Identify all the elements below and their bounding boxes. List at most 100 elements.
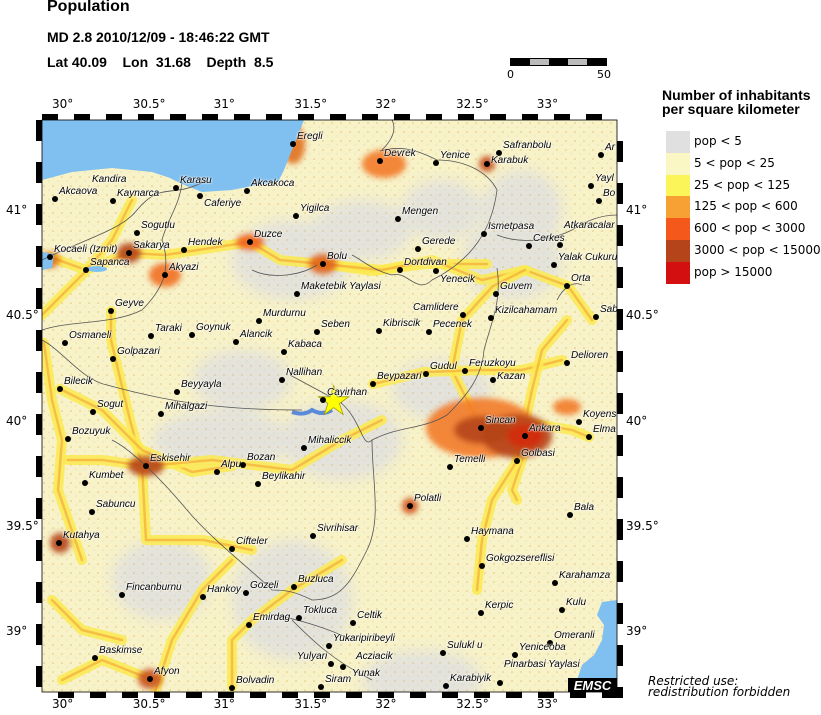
population-map[interactable]: Eregli Akcaova Kandira Kaynarca Karasu Caferi… [42, 120, 617, 692]
city-label: Gokgozsereflisi [486, 553, 555, 564]
city-marker [134, 230, 140, 236]
city-marker [189, 332, 195, 338]
city-label: Polatli [414, 493, 442, 504]
urban-area [553, 399, 581, 415]
city-label: Beylikahir [262, 471, 306, 482]
bottom-lon-label: 30.5° [132, 697, 166, 711]
city-marker [181, 247, 187, 253]
city-label: Sogutlu [141, 220, 175, 231]
city-marker [478, 425, 484, 431]
scale-bar-start: 0 [507, 68, 514, 81]
city-label: Hankoy [207, 584, 241, 595]
city-label: Bolu [327, 251, 348, 262]
city-label: Bo [603, 188, 616, 199]
city-marker [320, 261, 326, 267]
legend-title-line1: Number of inhabitants [662, 87, 811, 103]
city-label: Sivrihisar [317, 523, 359, 534]
city-label: Caferiye [204, 198, 242, 209]
city-label: Geyve [115, 298, 144, 309]
city-marker [340, 664, 346, 670]
map-title: Population [47, 0, 130, 15]
city-marker [148, 333, 154, 339]
city-label: Gudul [430, 361, 457, 372]
city-label: Fincanburnu [126, 582, 182, 593]
city-marker [493, 291, 499, 297]
city-marker [320, 397, 326, 403]
bottom-lon-label: 32° [375, 697, 397, 711]
city-label: Yukaripiribeyli [333, 633, 395, 644]
city-marker [229, 546, 235, 552]
legend-swatch [666, 196, 690, 219]
city-label: Ar [605, 142, 615, 153]
city-label: Camlidere [413, 302, 459, 313]
city-marker [433, 160, 439, 166]
emsc-logo: EMSC [568, 678, 617, 692]
city-marker [481, 231, 487, 237]
city-marker [440, 650, 446, 656]
legend-label: 5 < pop < 25 [694, 155, 775, 170]
city-marker [564, 283, 570, 289]
city-marker [301, 445, 307, 451]
city-label: Akcaova [59, 186, 98, 197]
usage-notice: Restricted use: redistribution forbidden [648, 675, 790, 698]
city-label: Sogut [97, 399, 124, 410]
legend-swatch [666, 174, 690, 197]
city-marker [586, 434, 592, 440]
city-marker [314, 329, 320, 335]
city-marker [229, 685, 235, 691]
event-info: MD 2.8 2010/12/09 - 18:46:22 GMT [47, 29, 270, 45]
city-marker [197, 193, 203, 199]
city-label: Kandira [92, 174, 127, 185]
city-label: Gerede [422, 236, 456, 247]
city-marker [281, 349, 287, 355]
city-label: Eskisehir [150, 453, 191, 464]
city-label: Alancik [240, 329, 273, 340]
city-marker [158, 411, 164, 417]
city-label: Tokluca [303, 605, 338, 616]
city-marker [551, 262, 557, 268]
city-label: Beypazari [377, 371, 422, 382]
city-marker [56, 540, 62, 546]
city-label: Acziacik [356, 651, 393, 662]
legend-swatch [666, 240, 690, 262]
city-label: Cifteler [236, 536, 268, 547]
city-label: Kaynarca [117, 188, 160, 199]
city-label: Bozan [247, 452, 276, 463]
city-label: Sincan [485, 415, 516, 426]
city-label: Gozeli [250, 580, 279, 591]
city-marker [246, 622, 252, 628]
scale-bar-end: 50 [597, 68, 611, 81]
city-label: Bozuyuk [72, 426, 111, 437]
city-marker [557, 242, 563, 248]
city-marker [47, 254, 53, 260]
city-label: Feruzkoyu [469, 358, 516, 369]
city-marker [526, 243, 532, 249]
city-marker [514, 458, 520, 464]
city-label: Celtik [357, 610, 383, 621]
city-marker [564, 360, 570, 366]
city-label: Afyon [154, 666, 180, 677]
city-marker [479, 563, 485, 569]
city-label: Golpazari [117, 346, 160, 357]
city-marker [596, 198, 602, 204]
left-lat-label: 40.5° [6, 308, 39, 323]
city-marker [460, 312, 466, 318]
top-lon-label: 30° [52, 97, 74, 111]
city-marker [567, 512, 573, 518]
city-marker [318, 684, 324, 690]
legend-label: 125 < pop < 600 [694, 199, 798, 214]
legend-swatch [666, 218, 690, 241]
city-label: Siram [325, 674, 352, 685]
city-label: Alpu [221, 459, 242, 470]
city-label: Eregli [297, 131, 323, 142]
city-label: Yayl [595, 173, 614, 184]
city-marker [488, 315, 494, 321]
city-label: Mengen [402, 206, 439, 217]
legend-swatch [666, 261, 690, 284]
city-marker [484, 161, 490, 167]
city-label: Sabuncu [96, 499, 136, 510]
city-label: Sab [600, 304, 617, 315]
left-lat-label: 39.5° [6, 518, 39, 533]
top-lon-label: 32° [375, 97, 397, 111]
city-marker [497, 680, 503, 686]
